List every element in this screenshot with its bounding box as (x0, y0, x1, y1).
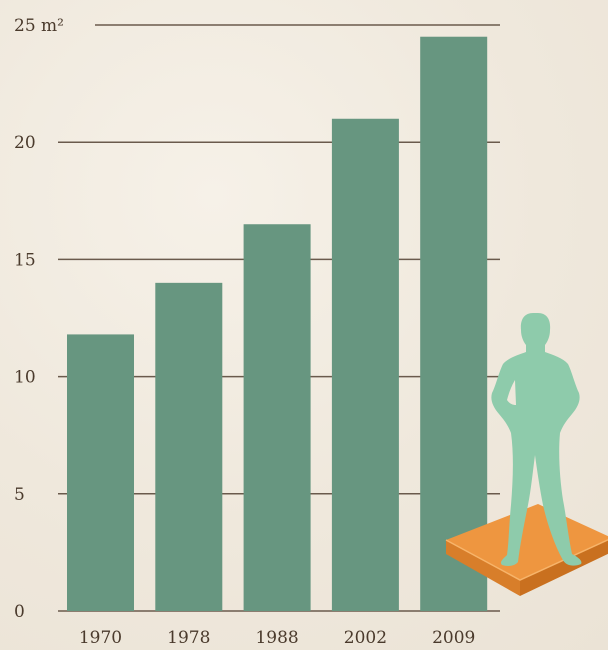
y-tick-label-5: 5 (14, 485, 25, 505)
bars (67, 36, 488, 612)
y-tick-label-25: 25 m² (14, 16, 64, 36)
x-tick-label-1988: 1988 (255, 628, 298, 648)
bar-2009 (420, 36, 488, 612)
platform-top (446, 504, 608, 580)
x-tick-label-2002: 2002 (344, 628, 387, 648)
y-tick-label-10: 10 (14, 368, 36, 388)
platform-edge (445, 539, 608, 581)
y-tick-label-0: 0 (14, 602, 25, 622)
x-tick-label-1978: 1978 (167, 628, 210, 648)
bar-1988 (243, 224, 311, 612)
y-tick-label-15: 15 (14, 250, 36, 270)
bar-2002 (331, 118, 399, 611)
y-tick-label-20: 20 (14, 133, 36, 153)
platform-front (520, 539, 608, 596)
y-axis-ticks: 0 5 10 15 20 25 m² (14, 16, 64, 622)
x-axis-ticks: 1970 1978 1988 2002 2009 (79, 628, 475, 648)
x-tick-label-2009: 2009 (432, 628, 475, 648)
x-tick-label-1970: 1970 (79, 628, 122, 648)
platform-side (446, 540, 520, 596)
person-on-platform-illustration (445, 313, 608, 596)
bar-1970 (67, 334, 134, 611)
bar-1978 (155, 282, 223, 611)
person-figure (491, 313, 582, 566)
